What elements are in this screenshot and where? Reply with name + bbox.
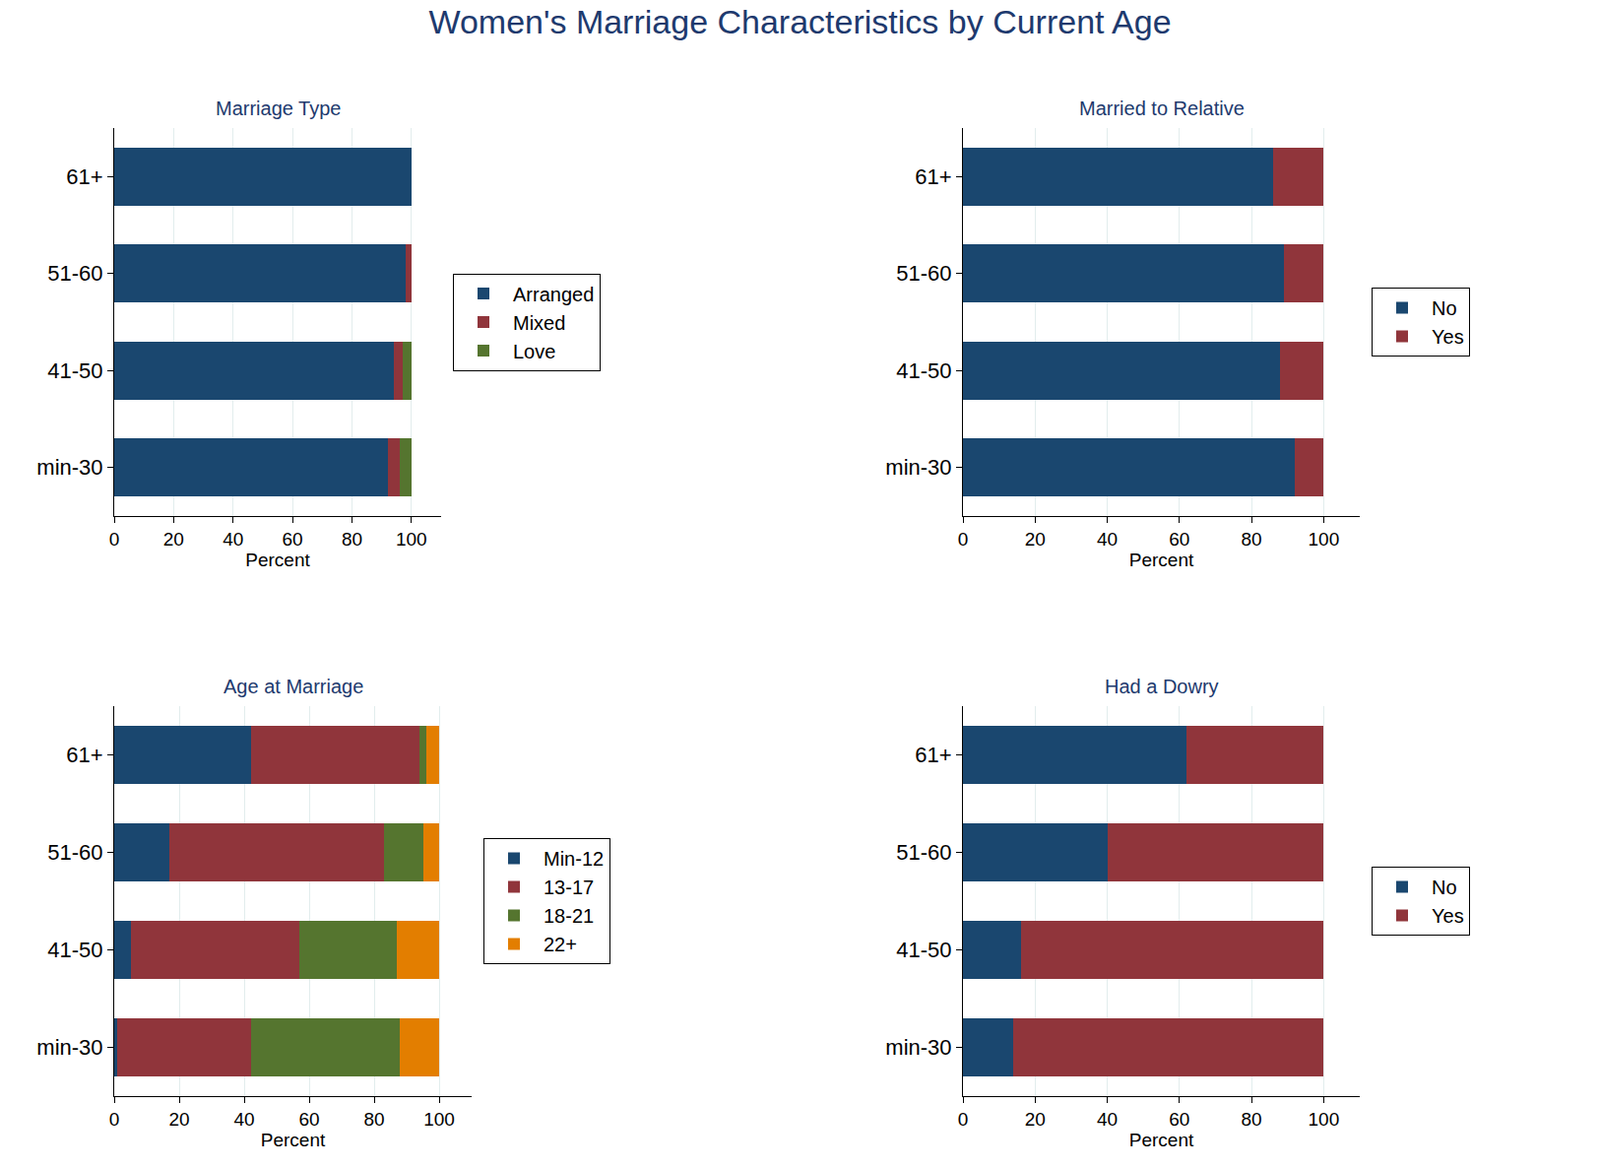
svg-text:41-50: 41-50 <box>47 937 103 962</box>
svg-text:51-60: 51-60 <box>47 839 103 865</box>
svg-text:41-50: 41-50 <box>896 937 952 962</box>
svg-text:61+: 61+ <box>914 742 952 768</box>
svg-text:80: 80 <box>363 1108 384 1130</box>
svg-text:51-60: 51-60 <box>896 260 952 286</box>
svg-text:Arranged: Arranged <box>512 283 594 306</box>
svg-text:Percent: Percent <box>1129 549 1195 571</box>
svg-text:100: 100 <box>1308 1108 1341 1130</box>
svg-text:60: 60 <box>298 1108 320 1130</box>
svg-text:41-50: 41-50 <box>47 358 103 384</box>
svg-text:40: 40 <box>233 1108 255 1130</box>
svg-text:40: 40 <box>222 528 244 550</box>
svg-text:13-17: 13-17 <box>543 876 594 898</box>
svg-text:51-60: 51-60 <box>896 839 952 865</box>
svg-text:100: 100 <box>395 528 428 550</box>
svg-text:61+: 61+ <box>914 164 952 190</box>
svg-text:Yes: Yes <box>1431 325 1465 348</box>
svg-text:41-50: 41-50 <box>896 358 952 384</box>
svg-text:0: 0 <box>958 528 969 550</box>
svg-text:100: 100 <box>1308 528 1341 550</box>
svg-text:min-30: min-30 <box>885 1034 952 1060</box>
svg-text:Women's Marriage Characteristi: Women's Marriage Characteristics by Curr… <box>428 2 1171 41</box>
svg-text:20: 20 <box>168 1108 190 1130</box>
svg-text:Percent: Percent <box>1129 1129 1195 1151</box>
svg-text:40: 40 <box>1096 528 1118 550</box>
svg-text:20: 20 <box>1024 528 1046 550</box>
svg-text:60: 60 <box>282 528 304 550</box>
svg-text:Had a Dowry: Had a Dowry <box>1104 675 1219 698</box>
svg-text:51-60: 51-60 <box>47 260 103 286</box>
svg-text:80: 80 <box>1241 1108 1263 1130</box>
svg-text:60: 60 <box>1168 1108 1190 1130</box>
svg-text:60: 60 <box>1168 528 1190 550</box>
svg-text:20: 20 <box>1024 1108 1046 1130</box>
svg-text:Yes: Yes <box>1431 904 1465 927</box>
svg-text:min-30: min-30 <box>36 1034 103 1060</box>
svg-text:min-30: min-30 <box>36 454 103 480</box>
svg-text:0: 0 <box>109 528 121 550</box>
svg-text:Love: Love <box>512 340 556 363</box>
svg-text:Percent: Percent <box>260 1129 326 1151</box>
svg-text:Mixed: Mixed <box>512 312 566 334</box>
svg-text:80: 80 <box>341 528 363 550</box>
svg-text:100: 100 <box>423 1108 455 1130</box>
svg-text:Min-12: Min-12 <box>543 847 604 870</box>
svg-text:No: No <box>1431 297 1458 320</box>
svg-text:61+: 61+ <box>65 742 103 768</box>
svg-text:min-30: min-30 <box>885 454 952 480</box>
svg-text:80: 80 <box>1241 528 1263 550</box>
svg-text:20: 20 <box>163 528 185 550</box>
svg-text:0: 0 <box>958 1108 969 1130</box>
svg-text:18-21: 18-21 <box>543 904 594 927</box>
svg-text:0: 0 <box>109 1108 121 1130</box>
svg-text:22+: 22+ <box>543 933 577 956</box>
svg-text:No: No <box>1431 876 1458 898</box>
svg-text:Percent: Percent <box>245 549 311 571</box>
svg-text:Married to Relative: Married to Relative <box>1079 97 1245 120</box>
svg-text:40: 40 <box>1096 1108 1118 1130</box>
svg-text:Marriage Type: Marriage Type <box>215 97 341 120</box>
svg-text:61+: 61+ <box>65 164 103 190</box>
svg-text:Age at Marriage: Age at Marriage <box>223 675 364 698</box>
